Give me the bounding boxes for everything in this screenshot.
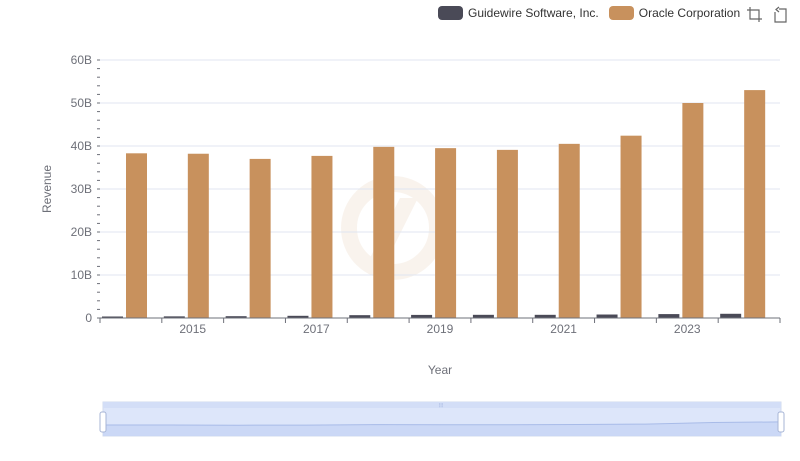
legend-item-oracle[interactable]: Oracle Corporation bbox=[608, 6, 741, 20]
bar-guidewire-2017 bbox=[287, 315, 309, 318]
x-tick-label: 2017 bbox=[303, 322, 330, 336]
legend-swatch-guidewire bbox=[438, 6, 463, 20]
y-tick-label: 60B bbox=[71, 53, 92, 67]
bar-guidewire-2018 bbox=[349, 315, 371, 318]
legend: Guidewire Software, Inc. Oracle Corporat… bbox=[438, 3, 750, 23]
x-tick-label: 2021 bbox=[550, 322, 577, 336]
bar-oracle-2019 bbox=[435, 148, 457, 318]
bar-guidewire-2015 bbox=[163, 316, 185, 318]
data-zoom-slider[interactable]: ⦙⦙⦙ bbox=[99, 401, 785, 437]
legend-label-oracle: Oracle Corporation bbox=[638, 6, 741, 20]
bar-oracle-2021 bbox=[558, 143, 580, 318]
toolbox bbox=[746, 6, 796, 23]
data-zoom-icon[interactable] bbox=[746, 6, 763, 23]
zoom-preview-line bbox=[103, 421, 782, 426]
y-tick-label: 30B bbox=[71, 182, 92, 196]
bar-oracle-2024 bbox=[744, 90, 766, 318]
bar-guidewire-2019 bbox=[411, 314, 433, 318]
bar-oracle-2017 bbox=[311, 155, 333, 318]
bar-guidewire-2014 bbox=[102, 316, 123, 318]
bar-oracle-2016 bbox=[249, 158, 271, 318]
y-tick-label: 0 bbox=[85, 311, 92, 325]
legend-label-guidewire: Guidewire Software, Inc. bbox=[468, 6, 599, 20]
y-axis-title: Revenue bbox=[40, 164, 54, 214]
x-tick-label: 2015 bbox=[179, 322, 206, 336]
bar-guidewire-2020 bbox=[472, 314, 494, 318]
y-tick-label: 10B bbox=[71, 268, 92, 282]
zoom-reset-icon[interactable] bbox=[771, 6, 788, 23]
bar-guidewire-2021 bbox=[534, 314, 556, 318]
bar-oracle-2020 bbox=[496, 149, 518, 318]
zoom-drag-grip: ⦙⦙⦙ bbox=[439, 402, 443, 409]
y-tick-label: 50B bbox=[71, 96, 92, 110]
bar-guidewire-2016 bbox=[225, 316, 247, 318]
zoom-handle-left[interactable] bbox=[99, 411, 107, 433]
bar-guidewire-2024 bbox=[720, 313, 742, 318]
bar-oracle-2018 bbox=[373, 146, 395, 318]
zoom-handle-right[interactable] bbox=[777, 411, 785, 433]
bar-oracle-2022 bbox=[620, 135, 642, 318]
legend-item-guidewire[interactable]: Guidewire Software, Inc. bbox=[438, 6, 599, 20]
y-tick-label: 40B bbox=[71, 139, 92, 153]
x-tick-label: 2019 bbox=[427, 322, 454, 336]
x-tick-label: 2023 bbox=[674, 322, 701, 336]
legend-swatch-oracle bbox=[608, 6, 634, 20]
bar-guidewire-2023 bbox=[658, 314, 680, 318]
y-tick-label: 20B bbox=[71, 225, 92, 239]
zoom-top-bar bbox=[103, 402, 781, 408]
x-axis-title: Year bbox=[427, 363, 453, 377]
bar-oracle-2015 bbox=[187, 153, 209, 318]
bar-oracle-2014 bbox=[126, 153, 147, 318]
bar-guidewire-2022 bbox=[596, 314, 618, 318]
bar-oracle-2023 bbox=[682, 103, 704, 318]
